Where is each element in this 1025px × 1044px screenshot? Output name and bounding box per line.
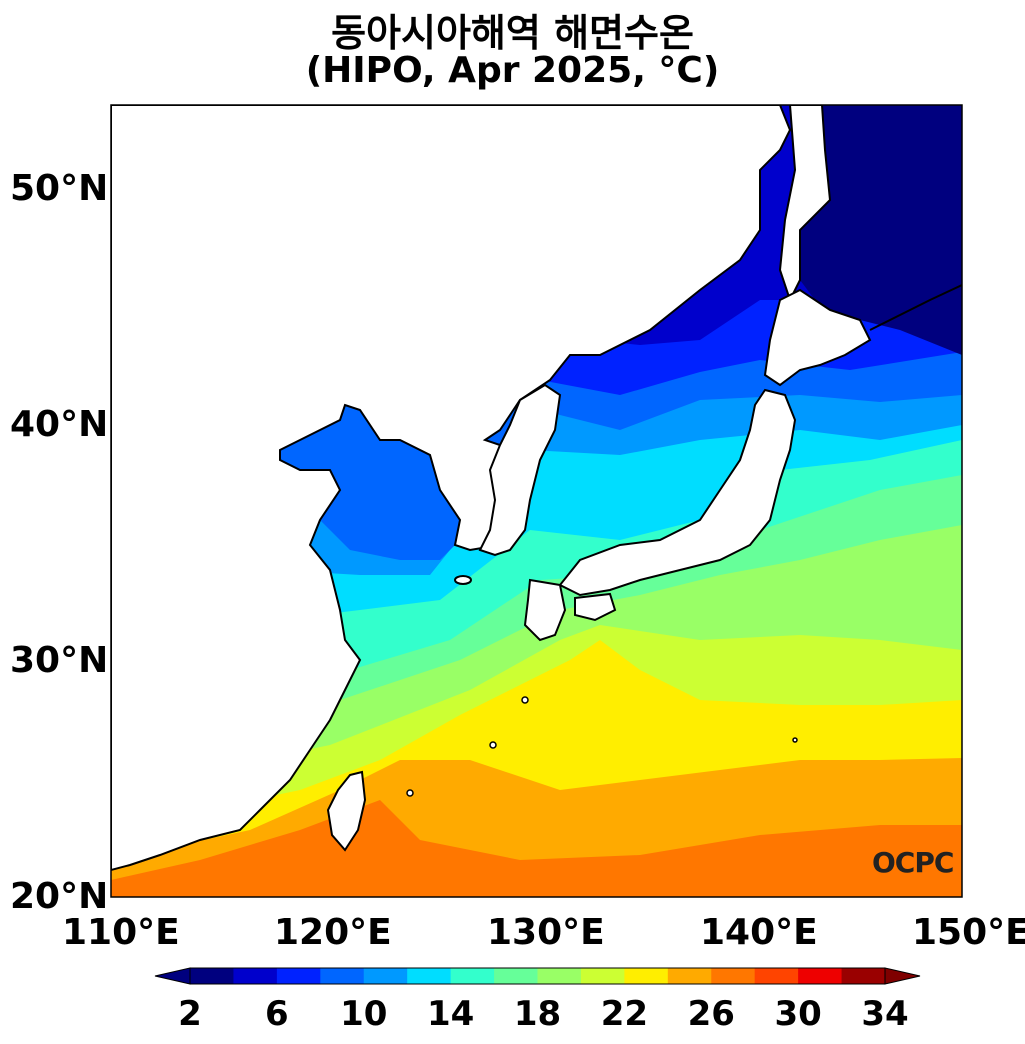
colorbar-tick-label: 14 [427,994,474,1034]
land-island-ryukyu [489,741,497,749]
land-sakhalin [778,105,832,303]
land-island-sakishima [406,789,414,797]
colorbar: 2 6 10 14 18 22 26 30 34 [154,967,921,1034]
colorbar-swatch [407,968,452,984]
sst-band-26 [111,800,962,897]
colorbar-swatch [233,968,278,984]
colorbar-tick-label: 26 [688,994,735,1034]
land-honshu [558,388,797,597]
lon-tick-label: 150°E [912,912,1025,953]
colorbar-swatch [450,968,495,984]
colorbar-swatch [363,968,408,984]
map-title: 동아시아해역 해면수온 [331,11,694,55]
colorbar-frame [189,967,886,985]
colorbar-swatch [841,968,886,984]
sst-field [111,105,962,897]
colorbar-over-extension [884,967,921,985]
lon-tick-label: 120°E [274,912,392,953]
lat-tick-label: 20°N [10,876,109,917]
colorbar-tick-label: 6 [265,994,289,1034]
colorbar-tick-label: 30 [774,994,821,1034]
colorbar-swatch [580,968,625,984]
lon-tick-label: 110°E [62,912,180,953]
lon-tick-label: 140°E [700,912,818,953]
colorbar-tick-label: 18 [514,994,561,1034]
colorbar-tick-label: 34 [861,994,908,1034]
colorbar-swatch [190,968,234,984]
colorbar-tick-label: 22 [601,994,648,1034]
colorbar-swatch [537,968,582,984]
lat-tick-label: 50°N [10,168,109,209]
colorbar-swatch [798,968,843,984]
land-island-okinawa [521,696,529,704]
land-asia [111,105,792,872]
lat-tick-label: 30°N [10,640,109,681]
land-taiwan [326,770,367,852]
colorbar-swatch [711,968,756,984]
land-kyushu [523,578,567,642]
land-korea [478,383,562,557]
colorbar-swatch [667,968,712,984]
land-shikoku [574,592,617,622]
colorbar-under-extension [154,967,191,985]
lon-tick-label: 130°E [487,912,605,953]
colorbar-swatch [494,968,538,984]
land-hokkaido [763,288,872,387]
land-island-bonin [792,737,798,743]
map-subtitle: (HIPO, Apr 2025, °C) [305,50,720,91]
colorbar-swatch [624,968,669,984]
colorbar-swatch [276,968,321,984]
sst-band-2 [800,105,962,355]
colorbar-swatch [754,968,799,984]
plot-frame [110,104,963,898]
lat-tick-label: 40°N [10,404,109,445]
ocpc-logo: OCPC [872,846,954,879]
land-jeju [454,575,472,585]
colorbar-tick-label: 2 [178,994,202,1034]
colorbar-tick-label: 10 [340,994,387,1034]
colorbar-swatch [320,968,365,984]
land-kurils [869,284,962,331]
